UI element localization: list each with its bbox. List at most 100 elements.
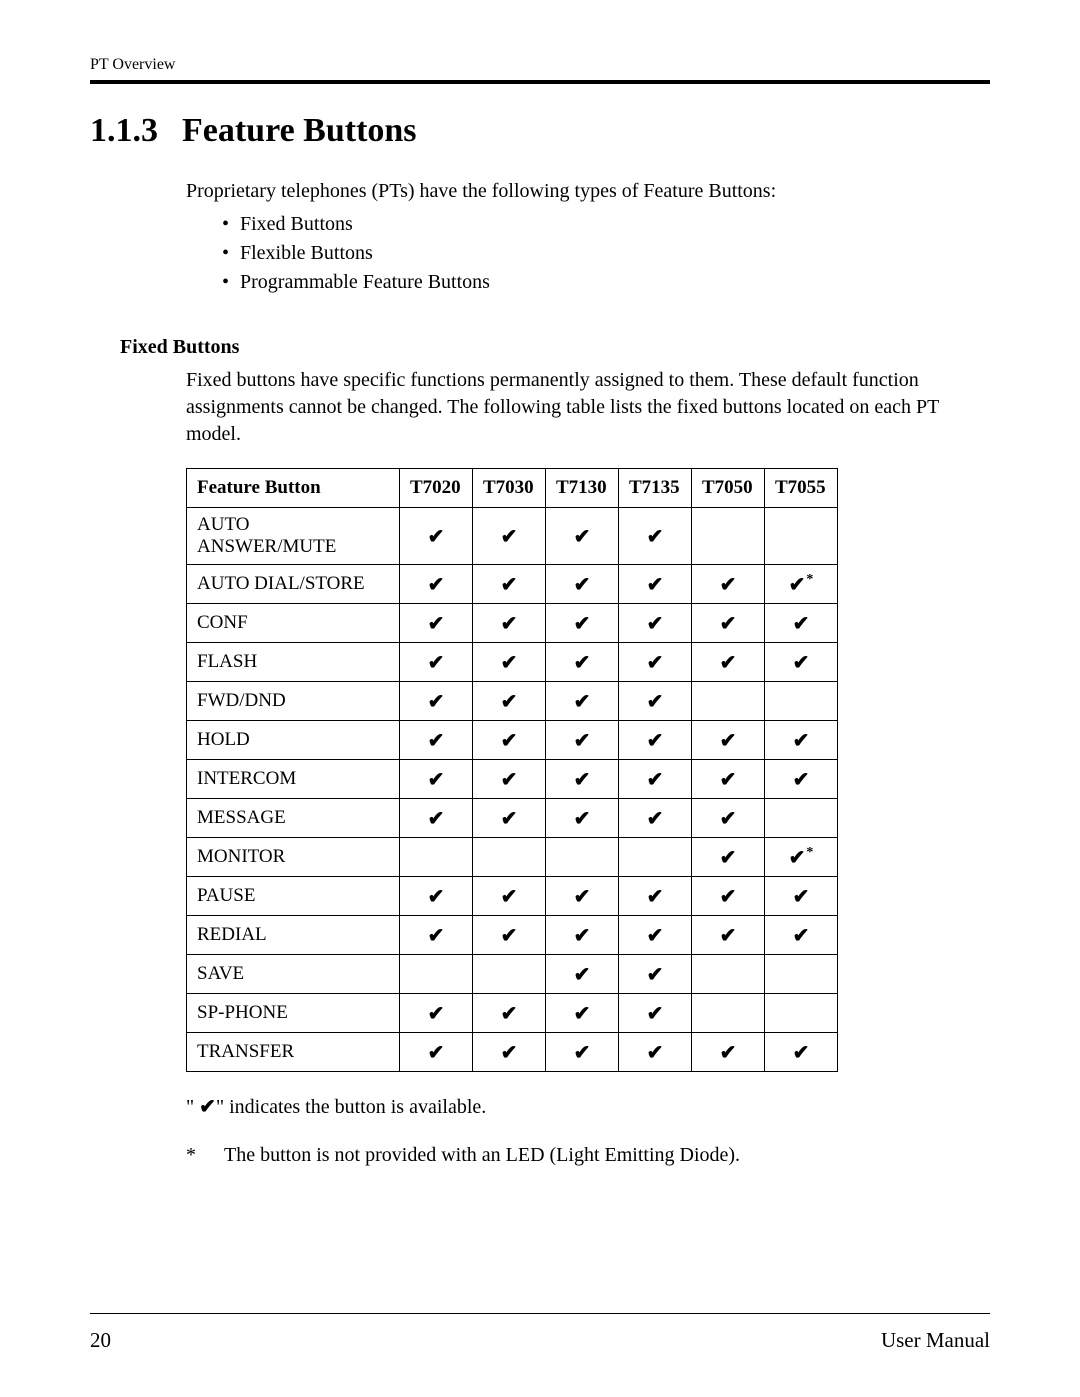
check-icon: ✔ <box>574 691 591 713</box>
check-icon: ✔ <box>199 1096 216 1118</box>
feature-check-cell: ✔ <box>473 508 546 565</box>
col-header-model: T7135 <box>619 469 692 508</box>
feature-check-cell <box>765 994 838 1033</box>
col-header-model: T7020 <box>400 469 473 508</box>
check-icon: ✔ <box>647 886 664 908</box>
table-row: HOLD✔✔✔✔✔✔ <box>187 721 838 760</box>
feature-check-cell: ✔ <box>619 916 692 955</box>
doc-title: User Manual <box>881 1328 990 1353</box>
feature-check-cell: ✔ <box>765 1033 838 1072</box>
check-icon: ✔ <box>789 847 806 869</box>
check-icon: ✔ <box>428 1003 445 1025</box>
check-icon: ✔ <box>501 526 518 548</box>
table-head: Feature Button T7020 T7030 T7130 T7135 T… <box>187 469 838 508</box>
table-row: MESSAGE✔✔✔✔✔ <box>187 799 838 838</box>
legend-quote-pre: " <box>186 1096 199 1118</box>
check-icon: ✔ <box>793 886 810 908</box>
check-icon: ✔ <box>574 1042 591 1064</box>
list-item: Fixed Buttons <box>222 211 980 238</box>
feature-name-cell: AUTO DIAL/STORE <box>187 565 400 604</box>
footnote-text: The button is not provided with an LED (… <box>224 1140 740 1170</box>
feature-check-cell: ✔ <box>546 643 619 682</box>
feature-check-cell: ✔ <box>546 994 619 1033</box>
feature-check-cell: ✔ <box>400 877 473 916</box>
feature-check-cell: ✔ <box>619 994 692 1033</box>
feature-check-cell: ✔ <box>692 916 765 955</box>
feature-name-cell: MESSAGE <box>187 799 400 838</box>
table-row: MONITOR✔✔* <box>187 838 838 877</box>
check-icon: ✔ <box>501 691 518 713</box>
feature-button-table: Feature Button T7020 T7030 T7130 T7135 T… <box>186 468 838 1072</box>
check-icon: ✔ <box>720 769 737 791</box>
check-icon: ✔ <box>720 808 737 830</box>
check-icon: ✔ <box>501 886 518 908</box>
check-icon: ✔ <box>428 652 445 674</box>
feature-check-cell: ✔ <box>473 643 546 682</box>
running-header: PT Overview <box>90 56 990 74</box>
check-icon: ✔ <box>501 808 518 830</box>
section-title-text: Feature Buttons <box>182 112 417 149</box>
feature-check-cell: ✔ <box>400 760 473 799</box>
feature-name-cell: REDIAL <box>187 916 400 955</box>
check-icon: ✔ <box>574 925 591 947</box>
feature-check-cell: ✔ <box>473 721 546 760</box>
check-icon: ✔ <box>428 925 445 947</box>
feature-check-cell: ✔* <box>765 838 838 877</box>
feature-check-cell: ✔ <box>765 721 838 760</box>
legend-quote-post: " indicates the button is available. <box>216 1096 486 1118</box>
footnote-marker-icon: * <box>806 572 813 587</box>
feature-check-cell: ✔ <box>400 799 473 838</box>
feature-check-cell <box>692 682 765 721</box>
check-icon: ✔ <box>720 613 737 635</box>
check-icon: ✔ <box>647 925 664 947</box>
feature-name-cell: FLASH <box>187 643 400 682</box>
check-icon: ✔ <box>647 769 664 791</box>
check-icon: ✔ <box>501 613 518 635</box>
col-header-feature: Feature Button <box>187 469 400 508</box>
feature-check-cell: ✔ <box>692 760 765 799</box>
table-row: AUTO DIAL/STORE✔✔✔✔✔✔* <box>187 565 838 604</box>
feature-check-cell <box>546 838 619 877</box>
feature-check-cell: ✔ <box>619 1033 692 1072</box>
feature-check-cell <box>765 508 838 565</box>
table-row: FWD/DND✔✔✔✔ <box>187 682 838 721</box>
feature-check-cell: ✔ <box>546 508 619 565</box>
feature-check-cell: ✔ <box>765 604 838 643</box>
check-icon: ✔ <box>647 574 664 596</box>
feature-check-cell: ✔ <box>473 994 546 1033</box>
feature-check-cell: ✔ <box>765 643 838 682</box>
check-icon: ✔ <box>428 769 445 791</box>
check-icon: ✔ <box>428 691 445 713</box>
feature-name-cell: FWD/DND <box>187 682 400 721</box>
intro-text: Proprietary telephones (PTs) have the fo… <box>186 178 980 205</box>
feature-check-cell <box>400 955 473 994</box>
page-footer: 20 User Manual <box>90 1313 990 1353</box>
intro-block: Proprietary telephones (PTs) have the fo… <box>186 178 980 296</box>
check-icon: ✔ <box>720 730 737 752</box>
check-icon: ✔ <box>574 1003 591 1025</box>
check-icon: ✔ <box>647 652 664 674</box>
footnote-marker-icon: * <box>806 845 813 860</box>
feature-check-cell: ✔ <box>692 799 765 838</box>
feature-check-cell: ✔ <box>692 643 765 682</box>
check-icon: ✔ <box>428 613 445 635</box>
check-icon: ✔ <box>428 730 445 752</box>
feature-check-cell: ✔ <box>400 916 473 955</box>
check-icon: ✔ <box>501 1042 518 1064</box>
check-icon: ✔ <box>501 925 518 947</box>
feature-check-cell: ✔ <box>692 1033 765 1072</box>
feature-check-cell: ✔ <box>546 1033 619 1072</box>
check-icon: ✔ <box>574 769 591 791</box>
table-row: AUTO ANSWER/MUTE✔✔✔✔ <box>187 508 838 565</box>
feature-check-cell: ✔ <box>400 508 473 565</box>
feature-check-cell: ✔ <box>400 721 473 760</box>
check-icon: ✔ <box>428 808 445 830</box>
feature-name-cell: INTERCOM <box>187 760 400 799</box>
feature-check-cell: ✔ <box>473 877 546 916</box>
check-icon: ✔ <box>574 652 591 674</box>
feature-check-cell: ✔ <box>619 721 692 760</box>
check-icon: ✔ <box>574 886 591 908</box>
feature-name-cell: PAUSE <box>187 877 400 916</box>
check-icon: ✔ <box>647 526 664 548</box>
check-icon: ✔ <box>793 730 810 752</box>
